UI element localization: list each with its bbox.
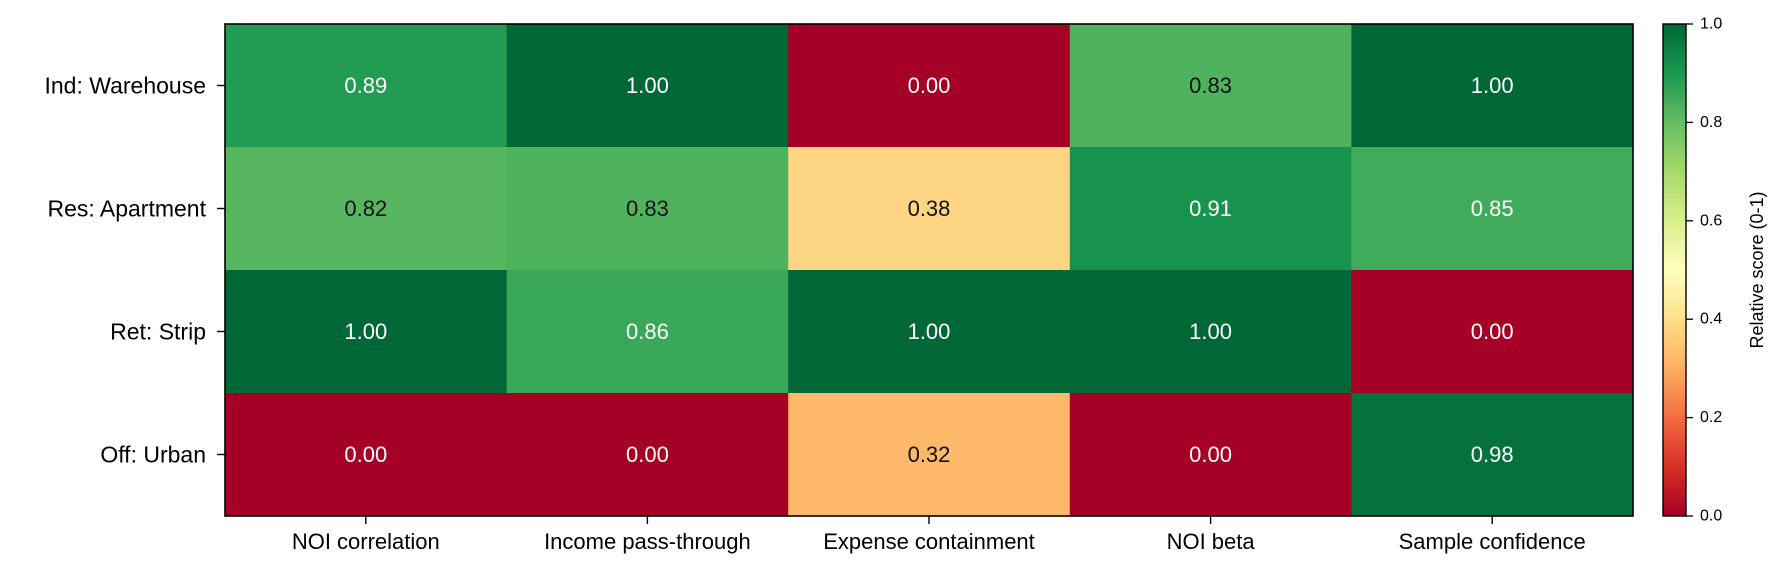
cell-value-label: 0.82 xyxy=(344,196,387,221)
heatmap-cell xyxy=(225,24,508,148)
cell-value-label: 0.38 xyxy=(908,196,951,221)
heatmap-cell xyxy=(1069,24,1352,148)
cell-value-label: 0.00 xyxy=(344,442,387,467)
colorbar-label: Relative score (0-1) xyxy=(1747,191,1767,348)
cell-value-label: 0.98 xyxy=(1471,442,1514,467)
colorbar-tick-label: 0.6 xyxy=(1700,212,1722,229)
cell-value-label: 1.00 xyxy=(626,73,669,98)
y-tick-label: Ind: Warehouse xyxy=(44,73,206,99)
cell-value-label: 0.83 xyxy=(626,196,669,221)
heatmap-cell xyxy=(225,393,508,517)
heatmap-cell xyxy=(788,147,1071,271)
heatmap-cell xyxy=(1351,24,1634,148)
heatmap-cell xyxy=(1069,147,1352,271)
colorbar-tick-label: 0.4 xyxy=(1700,311,1722,328)
heatmap-cell xyxy=(1351,147,1634,271)
heatmap-cell xyxy=(1351,393,1634,517)
x-tick-label: NOI correlation xyxy=(292,529,440,554)
heatmap-cell xyxy=(506,270,789,394)
cell-value-label: 0.83 xyxy=(1189,73,1232,98)
colorbar-tick-label: 0.2 xyxy=(1700,409,1722,426)
heatmap-cell xyxy=(506,147,789,271)
heatmap-cell xyxy=(788,270,1071,394)
y-tick-label: Off: Urban xyxy=(100,442,206,468)
x-tick-label: NOI beta xyxy=(1167,529,1256,554)
cell-value-label: 0.00 xyxy=(1471,319,1514,344)
heatmap-cell xyxy=(506,24,789,148)
cell-value-label: 1.00 xyxy=(1189,319,1232,344)
cell-value-label: 0.89 xyxy=(344,73,387,98)
cell-value-label: 0.86 xyxy=(626,319,669,344)
colorbar xyxy=(1662,23,1687,517)
cell-value-label: 1.00 xyxy=(1471,73,1514,98)
x-tick-label: Expense containment xyxy=(823,529,1035,554)
heatmap-cell xyxy=(788,393,1071,517)
heatmap-cell xyxy=(506,393,789,517)
heatmap-cell xyxy=(225,147,508,271)
cell-value-label: 0.85 xyxy=(1471,196,1514,221)
y-tick-label: Ret: Strip xyxy=(110,319,206,345)
colorbar-tick-label: 1.0 xyxy=(1700,16,1722,33)
heatmap-cell xyxy=(1069,270,1352,394)
x-tick-label: Income pass-through xyxy=(544,529,751,554)
x-tick-label: Sample confidence xyxy=(1399,529,1586,554)
colorbar-tick-label: 0.8 xyxy=(1700,114,1722,131)
cell-value-label: 1.00 xyxy=(908,319,951,344)
y-tick-label: Res: Apartment xyxy=(47,196,206,222)
cell-value-label: 0.00 xyxy=(908,73,951,98)
heatmap-cell xyxy=(1351,270,1634,394)
cell-value-label: 1.00 xyxy=(344,319,387,344)
cell-value-label: 0.91 xyxy=(1189,196,1232,221)
heatmap-cell xyxy=(788,24,1071,148)
cell-value-label: 0.00 xyxy=(1189,442,1232,467)
cell-value-label: 0.00 xyxy=(626,442,669,467)
heatmap-cell xyxy=(1069,393,1352,517)
cell-value-label: 0.32 xyxy=(908,442,951,467)
colorbar-tick-label: 0.0 xyxy=(1700,508,1722,525)
heatmap-cell xyxy=(225,270,508,394)
